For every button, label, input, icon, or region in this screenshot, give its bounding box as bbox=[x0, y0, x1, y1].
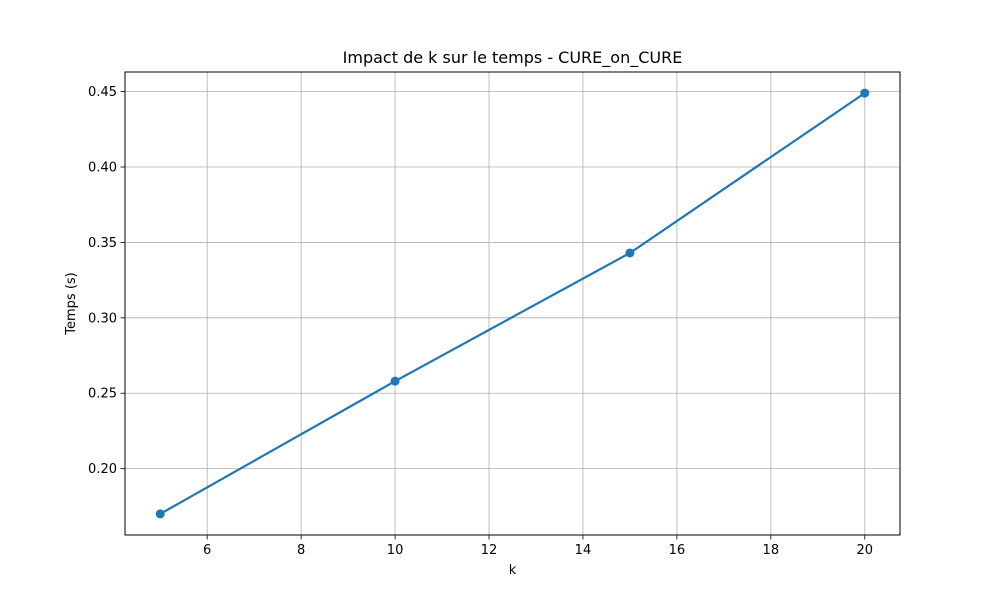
x-tick-label: 10 bbox=[387, 543, 404, 558]
data-point bbox=[625, 248, 635, 258]
y-axis-label: Temps (s) bbox=[64, 272, 79, 335]
y-tick-label: 0.20 bbox=[88, 462, 117, 477]
data-point bbox=[390, 376, 400, 386]
y-tick-label: 0.25 bbox=[88, 387, 117, 402]
x-tick-labels: 6 8 10 12 14 16 18 20 bbox=[203, 543, 873, 558]
grid-lines bbox=[125, 72, 900, 535]
tick-marks bbox=[120, 91, 866, 540]
x-tick-label: 14 bbox=[575, 543, 592, 558]
y-tick-label: 0.30 bbox=[88, 311, 117, 326]
series-line bbox=[159, 92, 866, 515]
x-tick-label: 16 bbox=[669, 543, 686, 558]
x-tick-label: 20 bbox=[856, 543, 873, 558]
y-tick-label: 0.40 bbox=[88, 161, 117, 176]
x-axis-label: k bbox=[509, 563, 517, 578]
x-tick-label: 6 bbox=[203, 543, 211, 558]
x-tick-label: 8 bbox=[297, 543, 305, 558]
series-layer bbox=[155, 88, 870, 519]
data-point bbox=[860, 88, 870, 98]
chart-title: Impact de k sur le temps - CURE_on_CURE bbox=[343, 48, 683, 68]
data-point bbox=[155, 509, 165, 519]
y-tick-label: 0.45 bbox=[88, 85, 117, 100]
x-tick-label: 12 bbox=[481, 543, 498, 558]
plot-area-frame bbox=[124, 71, 901, 536]
y-tick-labels: 0.20 0.25 0.30 0.35 0.40 0.45 bbox=[88, 85, 117, 477]
x-tick-label: 18 bbox=[763, 543, 780, 558]
y-tick-label: 0.35 bbox=[88, 236, 117, 251]
